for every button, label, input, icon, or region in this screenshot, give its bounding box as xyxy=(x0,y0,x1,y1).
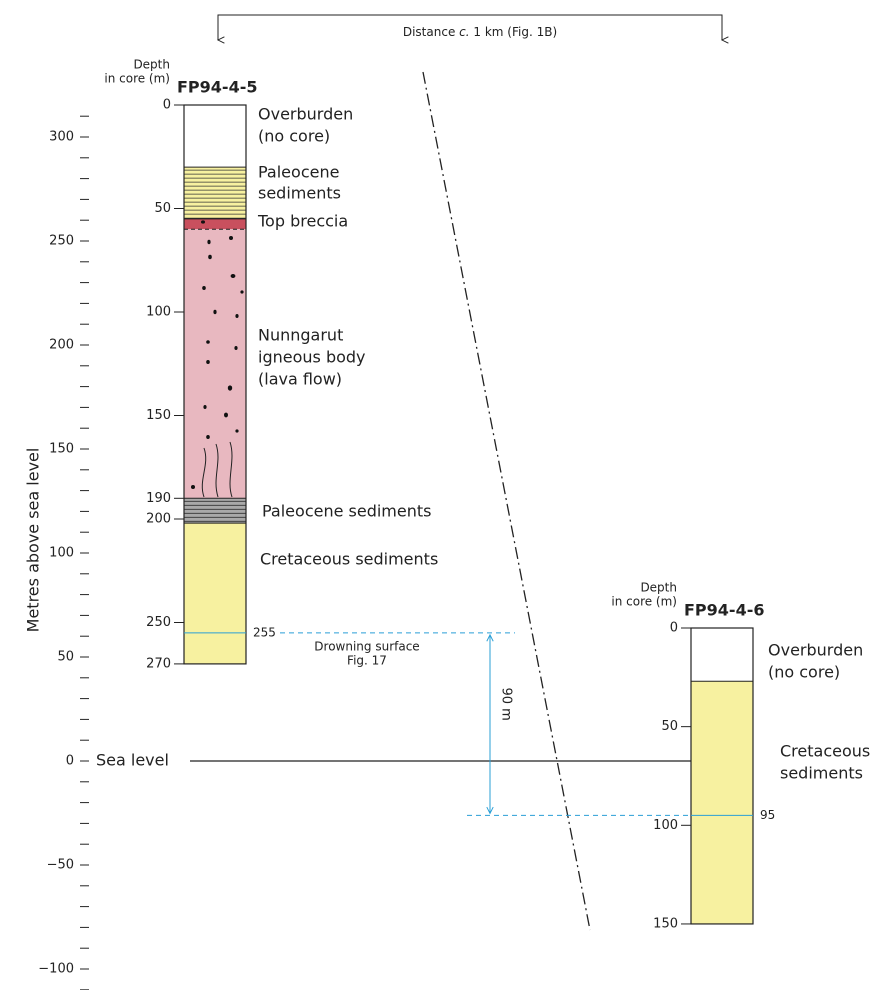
text: 1 km (Fig. 1B) xyxy=(470,25,558,39)
tick-label: 250 xyxy=(49,234,74,249)
depth-tick-label: 190 xyxy=(146,491,171,506)
layer-label: Overburden xyxy=(768,641,863,660)
core-layer xyxy=(184,105,246,167)
depth-title: Depth xyxy=(640,581,677,595)
text: c. xyxy=(459,25,469,39)
layer-label: igneous body xyxy=(258,348,366,367)
depth-tick-label: 0 xyxy=(163,98,171,113)
layer-label: (no core) xyxy=(258,127,330,146)
fault-line xyxy=(423,72,590,930)
drowning-depth: 255 xyxy=(253,625,276,639)
tick-label: 300 xyxy=(49,130,74,145)
core-layer xyxy=(184,523,246,664)
layer-label: sediments xyxy=(780,764,863,783)
core-name: FP94-4-6 xyxy=(684,601,764,620)
drowning-depth: 95 xyxy=(760,808,775,822)
layer-label: sediments xyxy=(258,184,341,203)
tick-label: 200 xyxy=(49,338,74,353)
depth-tick-label: 50 xyxy=(661,719,678,734)
figure: Distance c. 1 km (Fig. 1B) Metres above … xyxy=(0,0,877,990)
tick-label: 100 xyxy=(49,546,74,561)
tick-label: 50 xyxy=(57,650,74,665)
depth-title: in core (m) xyxy=(611,595,677,609)
depth-tick-label: 50 xyxy=(154,201,171,216)
text: Distance xyxy=(403,25,459,39)
sea-level-label: Sea level xyxy=(96,751,169,770)
tick-label: 150 xyxy=(49,442,74,457)
depth-tick-label: 250 xyxy=(146,615,171,630)
layer-label: Top breccia xyxy=(257,212,348,231)
layer-label: (no core) xyxy=(768,663,840,682)
core-layer xyxy=(184,498,246,523)
core-layer xyxy=(184,167,246,219)
offset-label: 90 m xyxy=(499,687,514,720)
depth-tick-label: 270 xyxy=(146,656,171,671)
layer-label: Paleocene sediments xyxy=(262,502,431,521)
layer-label: Nunngarut xyxy=(258,326,343,345)
axis-title: Metres above sea level xyxy=(24,448,43,633)
tick-label: 0 xyxy=(66,754,74,769)
layer-label: (lava flow) xyxy=(258,370,342,389)
distance-label: Distance c. 1 km (Fig. 1B) xyxy=(403,25,557,39)
depth-tick-label: 0 xyxy=(670,621,678,636)
core-layer xyxy=(691,628,753,681)
tick-label: −100 xyxy=(38,962,74,977)
depth-tick-label: 100 xyxy=(146,305,171,320)
depth-tick-label: 200 xyxy=(146,512,171,527)
drowning-label: Fig. 17 xyxy=(347,653,387,667)
depth-tick-label: 150 xyxy=(653,916,678,931)
layer-label: Cretaceous sediments xyxy=(260,550,438,569)
layer-label: Overburden xyxy=(258,105,353,124)
tick-label: −50 xyxy=(47,858,74,873)
layer-label: Paleocene xyxy=(258,163,339,182)
depth-title: Depth xyxy=(133,58,170,72)
core-layer xyxy=(184,219,246,229)
core-layer xyxy=(691,681,753,924)
depth-title: in core (m) xyxy=(104,72,170,86)
depth-tick-label: 100 xyxy=(653,818,678,833)
depth-tick-label: 150 xyxy=(146,408,171,423)
core-name: FP94-4-5 xyxy=(177,78,257,97)
layer-label: Cretaceous xyxy=(780,742,870,761)
drowning-label: Drowning surface xyxy=(314,639,419,653)
core-layer xyxy=(184,229,246,498)
